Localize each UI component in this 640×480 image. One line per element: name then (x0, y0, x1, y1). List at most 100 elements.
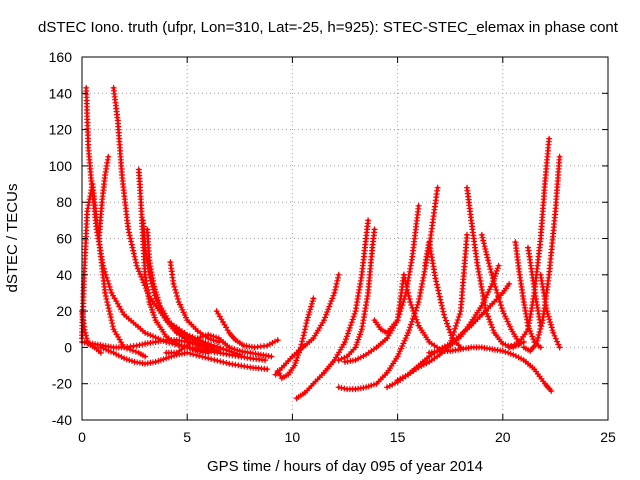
data-point (507, 345, 511, 349)
data-point (343, 360, 347, 364)
data-point (110, 291, 113, 295)
data-point (122, 345, 126, 349)
series-group (335, 184, 441, 393)
data-point (137, 168, 141, 171)
data-point (370, 246, 374, 250)
data-point (402, 273, 406, 277)
x-tick-label: 25 (600, 429, 616, 445)
data-point (227, 362, 231, 366)
data-point (168, 322, 172, 326)
data-point (215, 309, 219, 313)
data-point (141, 218, 145, 222)
data-point (396, 355, 400, 358)
data-point (530, 273, 534, 277)
data-point (175, 338, 179, 342)
data-point (301, 345, 305, 349)
data-point (558, 155, 562, 159)
data-point (535, 300, 538, 304)
data-point (438, 353, 442, 357)
data-point (185, 318, 189, 322)
x-tick-label: 20 (495, 429, 511, 445)
data-point (175, 351, 179, 355)
data-point (206, 356, 210, 360)
data-point (276, 338, 280, 342)
series-group (400, 231, 470, 353)
data-point (238, 349, 242, 353)
data-point (539, 345, 543, 349)
data-point (168, 260, 172, 264)
series-markers (384, 280, 513, 391)
data-point (122, 313, 126, 317)
series-markers (293, 217, 372, 402)
chart-title: dSTEC Iono. truth (ufpr, Lon=310, Lat=-2… (38, 19, 619, 36)
data-point (501, 349, 505, 353)
data-point (436, 186, 440, 190)
series-group (167, 259, 222, 345)
series-group (144, 226, 216, 351)
data-point (539, 237, 543, 240)
series-markers (342, 202, 422, 365)
data-point (385, 336, 389, 340)
data-point (196, 329, 200, 333)
series-group (342, 202, 422, 365)
data-point (311, 336, 315, 340)
data-point (269, 355, 273, 358)
data-point (86, 146, 90, 150)
data-point (143, 362, 147, 366)
data-point (379, 327, 383, 331)
data-point (551, 331, 555, 335)
data-point (375, 345, 379, 349)
data-point (103, 173, 107, 177)
data-point (282, 364, 286, 368)
grid-lines (82, 57, 608, 420)
data-point (274, 373, 278, 377)
data-point (97, 237, 101, 240)
data-point (427, 351, 431, 355)
data-point (143, 273, 147, 277)
series-group (478, 231, 523, 347)
data-point (427, 355, 431, 358)
x-tick-label: 15 (390, 429, 406, 445)
data-point (501, 309, 505, 313)
data-point (469, 324, 473, 328)
data-point (511, 353, 515, 357)
data-point (375, 382, 379, 386)
data-point (541, 318, 545, 322)
data-point (106, 155, 110, 159)
data-point (280, 376, 284, 380)
data-point (492, 282, 496, 286)
data-point (509, 327, 513, 331)
data-point (459, 309, 463, 313)
x-tick-label: 5 (183, 429, 191, 445)
data-point (366, 218, 370, 222)
data-point (143, 331, 147, 335)
data-point (522, 345, 526, 349)
data-point (147, 258, 151, 262)
data-point (206, 333, 210, 337)
data-point (501, 291, 505, 295)
data-point (227, 353, 231, 357)
data-point (164, 356, 168, 360)
data-point (259, 353, 263, 357)
data-point (322, 318, 326, 322)
series-group (97, 344, 271, 373)
data-point (154, 340, 158, 344)
data-point (175, 342, 179, 346)
series-line (84, 87, 266, 362)
data-point (217, 340, 221, 344)
data-point (305, 318, 309, 322)
data-point (337, 358, 341, 362)
data-point (547, 137, 551, 141)
data-point (295, 396, 299, 400)
data-point (103, 291, 107, 295)
data-point (396, 318, 400, 322)
data-point (135, 264, 139, 268)
data-point (99, 345, 103, 349)
data-point (549, 389, 553, 393)
data-point (196, 336, 200, 340)
data-point (137, 351, 141, 355)
data-point (85, 209, 89, 213)
y-tick-label: -20 (52, 376, 72, 392)
data-point (303, 391, 307, 395)
data-point (427, 360, 431, 364)
